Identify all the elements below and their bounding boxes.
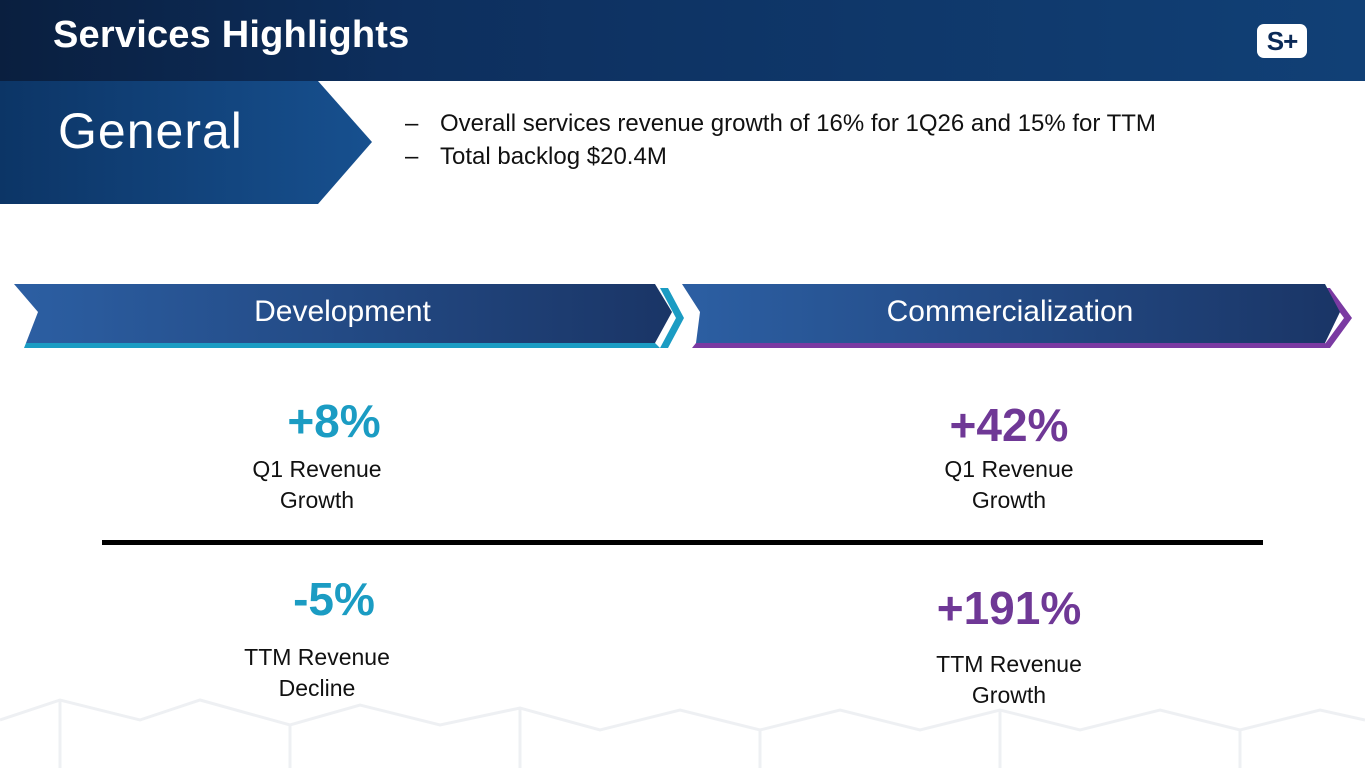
section-chevrons	[14, 284, 1352, 348]
bullet-item: – Total backlog $20.4M	[405, 140, 1156, 173]
commercialization-q1-value: +42%	[949, 399, 1069, 451]
development-chevron	[14, 284, 672, 343]
commercialization-chevron	[682, 284, 1340, 343]
development-label: Development	[254, 295, 431, 328]
development-ttm-value: -5%	[293, 573, 375, 625]
company-logo: S+	[1257, 24, 1307, 58]
hexagon-background-pattern	[0, 698, 1365, 768]
caption-line: Growth	[279, 487, 355, 513]
caption-line: TTM Revenue	[936, 651, 1082, 677]
bullet-marker: –	[405, 143, 419, 170]
commercialization-label: Commercialization	[886, 295, 1134, 328]
development-ttm-caption: TTM Revenue Decline	[197, 642, 437, 704]
caption-line: Growth	[971, 682, 1047, 708]
commercialization-chevron-accent	[1322, 288, 1352, 348]
general-label: General	[58, 103, 243, 159]
commercialization-q1-caption: Q1 Revenue Growth	[889, 454, 1129, 516]
caption-line: Growth	[971, 487, 1047, 513]
development-q1-value: +8%	[287, 395, 381, 447]
bullet-item: – Overall services revenue growth of 16%…	[405, 107, 1156, 140]
header-bar: Services Highlights S+	[0, 0, 1365, 81]
bullet-marker: –	[405, 110, 419, 137]
bullet-text: Overall services revenue growth of 16% f…	[440, 110, 1156, 137]
commercialization-ttm-caption: TTM Revenue Growth	[889, 649, 1129, 711]
bullet-text: Total backlog $20.4M	[440, 143, 667, 170]
page-title: Services Highlights	[53, 14, 410, 56]
commercialization-ttm-value: +191%	[936, 582, 1082, 634]
caption-line: TTM Revenue	[244, 644, 390, 670]
caption-line: Decline	[278, 675, 356, 701]
caption-line: Q1 Revenue	[252, 456, 382, 482]
general-banner	[0, 81, 372, 204]
section-divider	[102, 540, 1263, 545]
general-bullet-list: – Overall services revenue growth of 16%…	[405, 107, 1156, 173]
caption-line: Q1 Revenue	[944, 456, 1074, 482]
development-q1-caption: Q1 Revenue Growth	[197, 454, 437, 516]
